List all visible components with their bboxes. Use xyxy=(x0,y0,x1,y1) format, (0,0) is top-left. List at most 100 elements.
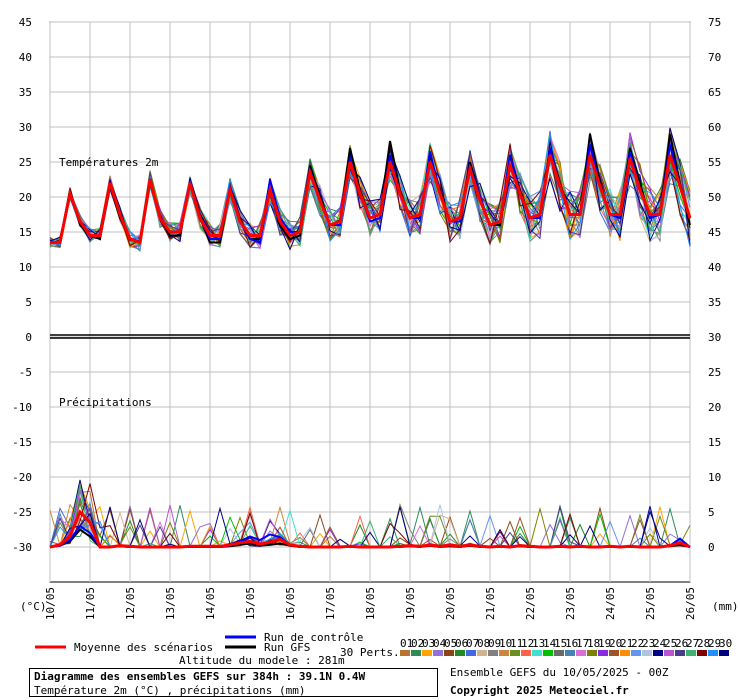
y-right-tick-label: 20 xyxy=(708,401,721,414)
x-tick-label: 14/05 xyxy=(204,587,217,620)
pert-number-label: 08 xyxy=(477,637,490,650)
x-tick-label: 19/05 xyxy=(404,587,417,620)
pert-color-swatch xyxy=(499,650,509,656)
pert-number-label: 23 xyxy=(642,637,655,650)
x-tick-label: 23/05 xyxy=(564,587,577,620)
pert-number-label: 14 xyxy=(543,637,557,650)
x-tick-label: 16/05 xyxy=(284,587,297,620)
pert-color-swatch xyxy=(675,650,685,656)
pert-number-label: 26 xyxy=(675,637,688,650)
legend-gfs-label: Run GFS xyxy=(264,641,310,654)
pert-number-label: 16 xyxy=(565,637,578,650)
y-left-tick-label: 30 xyxy=(19,121,32,134)
y-right-tick-label: 50 xyxy=(708,191,721,204)
y-left-tick-label: -10 xyxy=(12,401,32,414)
pert-number-label: 06 xyxy=(455,637,468,650)
x-tick-label: 26/05 xyxy=(684,587,697,620)
x-tick-label: 20/05 xyxy=(444,587,457,620)
pert-number-label: 30 xyxy=(719,637,732,650)
y-left-tick-label: 10 xyxy=(19,261,32,274)
pert-number-label: 19 xyxy=(598,637,611,650)
pert-number-label: 03 xyxy=(422,637,435,650)
y-left-unit: (°C) xyxy=(20,600,47,613)
y-left-tick-label: 40 xyxy=(19,51,32,64)
pert-number-label: 05 xyxy=(444,637,457,650)
pert-number-label: 07 xyxy=(466,637,479,650)
x-tick-label: 24/05 xyxy=(604,587,617,620)
y-left-tick-label: 25 xyxy=(19,156,32,169)
y-right-unit: (mm) xyxy=(712,600,739,613)
y-left-tick-label: 35 xyxy=(19,86,32,99)
pert-number-label: 29 xyxy=(708,637,721,650)
y-right-tick-label: 75 xyxy=(708,16,721,29)
pert-color-swatch xyxy=(576,650,586,656)
pert-color-swatch xyxy=(444,650,454,656)
chart-title: Diagramme des ensembles GEFS sur 384h : … xyxy=(34,670,366,683)
legend-control-label: Run de contrôle xyxy=(264,631,363,644)
y-right-tick-label: 25 xyxy=(708,366,721,379)
pert-number-label: 22 xyxy=(631,637,644,650)
y-left-tick-label: 0 xyxy=(25,331,32,344)
precip-mean-line xyxy=(49,509,691,549)
pert-color-swatch xyxy=(598,650,608,656)
copyright: Copyright 2025 Meteociel.fr xyxy=(450,684,629,697)
pert-number-label: 18 xyxy=(587,637,600,650)
pert-color-swatch xyxy=(719,650,729,656)
pert-color-swatch xyxy=(664,650,674,656)
pert-color-swatch xyxy=(422,650,432,656)
pert-color-swatch xyxy=(653,650,663,656)
pert-color-swatch xyxy=(510,650,520,656)
pert-color-swatch xyxy=(708,650,718,656)
y-right-tick-label: 35 xyxy=(708,296,721,309)
run-info: Ensemble GEFS du 10/05/2025 - 00Z xyxy=(450,666,669,679)
precip-panel-label: Précipitations xyxy=(59,396,152,409)
pert-number-label: 11 xyxy=(510,637,523,650)
pert-color-swatch xyxy=(620,650,630,656)
pert-color-swatch xyxy=(433,650,443,656)
y-left-tick-label: -5 xyxy=(19,366,32,379)
pert-color-swatch xyxy=(400,650,410,656)
temperature-panel-label: Températures 2m xyxy=(59,156,159,169)
pert-number-label: 13 xyxy=(532,637,545,650)
pert-color-swatch xyxy=(565,650,575,656)
legend-mean-label: Moyenne des scénarios xyxy=(74,641,213,654)
pert-color-swatch xyxy=(697,650,707,656)
pert-number-label: 15 xyxy=(554,637,567,650)
pert-color-swatch xyxy=(488,650,498,656)
legend-perts-label: 30 Perts. xyxy=(340,646,400,659)
pert-color-swatch xyxy=(455,650,465,656)
pert-color-swatch xyxy=(466,650,476,656)
pert-number-label: 21 xyxy=(620,637,633,650)
y-left-tick-label: 20 xyxy=(19,191,32,204)
x-tick-label: 10/05 xyxy=(44,587,57,620)
pert-number-label: 09 xyxy=(488,637,501,650)
x-tick-label: 22/05 xyxy=(524,587,537,620)
y-left-tick-label: -30 xyxy=(12,541,32,554)
y-right-tick-label: 55 xyxy=(708,156,721,169)
y-right-tick-label: 40 xyxy=(708,261,721,274)
pert-color-swatch xyxy=(686,650,696,656)
pert-number-label: 17 xyxy=(576,637,589,650)
x-tick-label: 18/05 xyxy=(364,587,377,620)
y-left-tick-label: 5 xyxy=(25,296,32,309)
y-right-tick-label: 0 xyxy=(708,541,715,554)
pert-color-swatch xyxy=(642,650,652,656)
y-right-tick-label: 5 xyxy=(708,506,715,519)
pert-color-swatch xyxy=(543,650,553,656)
pert-color-swatch xyxy=(587,650,597,656)
pert-number-label: 04 xyxy=(433,637,447,650)
pert-number-label: 01 xyxy=(400,637,413,650)
y-left-tick-label: -25 xyxy=(12,506,32,519)
x-tick-label: 12/05 xyxy=(124,587,137,620)
y-right-tick-label: 70 xyxy=(708,51,721,64)
pert-number-label: 10 xyxy=(499,637,512,650)
y-right-tick-label: 30 xyxy=(708,331,721,344)
pert-color-swatch xyxy=(609,650,619,656)
pert-number-label: 02 xyxy=(411,637,424,650)
y-right-tick-label: 10 xyxy=(708,471,721,484)
pert-color-swatch xyxy=(631,650,641,656)
x-tick-label: 21/05 xyxy=(484,587,497,620)
pert-number-label: 28 xyxy=(697,637,710,650)
x-tick-label: 25/05 xyxy=(644,587,657,620)
